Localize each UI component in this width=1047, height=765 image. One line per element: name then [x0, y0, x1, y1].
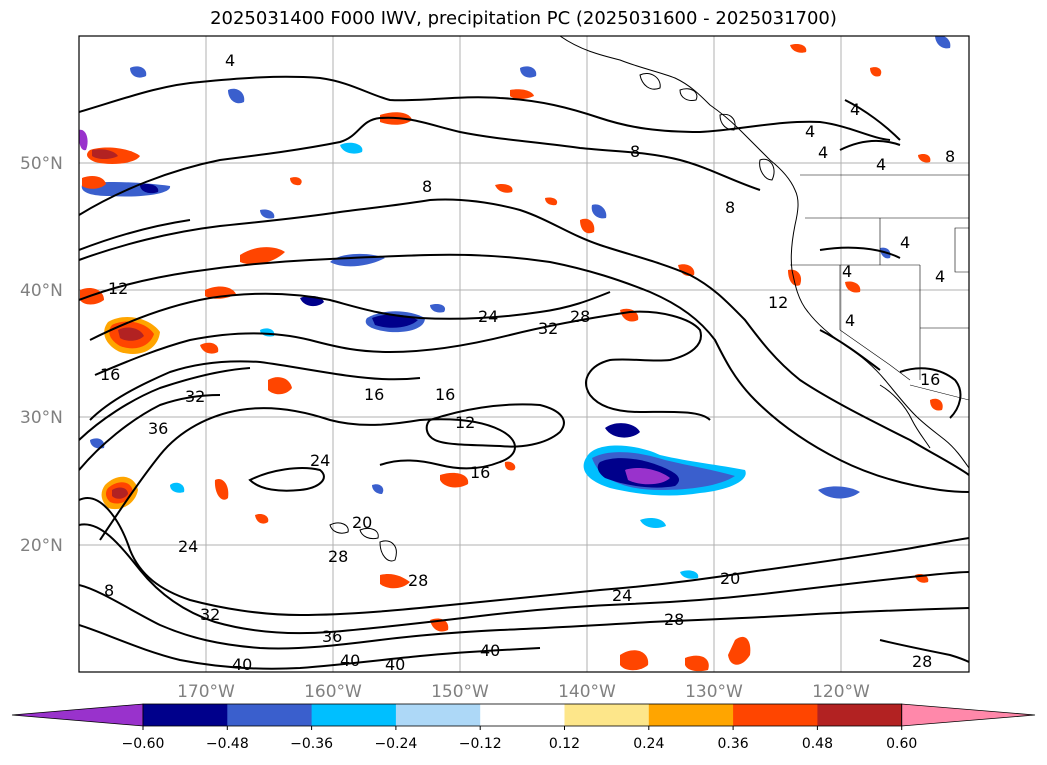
iwv-contours: [79, 75, 969, 670]
contour-label: 20: [352, 513, 372, 532]
contour-label: 16: [100, 365, 120, 384]
negative-anomaly-blob: [90, 36, 951, 579]
contour-label: 8: [630, 142, 640, 161]
lat-label: 20°N: [20, 536, 63, 556]
negative-anomaly-blob: [79, 129, 88, 151]
contour-label: 32: [200, 605, 220, 624]
contour-label: 4: [805, 122, 815, 141]
map-frame: [78, 35, 970, 673]
contour-label: 4: [935, 267, 945, 286]
contour-label: 4: [845, 311, 855, 330]
contour-label: 8: [422, 177, 432, 196]
lat-label: 30°N: [20, 408, 63, 428]
colorbar-extend-max: [901, 703, 1036, 727]
positive-anomaly-blob: [101, 476, 138, 510]
colorbar-tick-label: −0.60: [122, 736, 165, 752]
contour-labels: 4 4 8 8 8 4 4 4 8 4 4 4 4 12 12 12 16 16…: [100, 51, 955, 674]
colorbar-tick-label: 0.60: [886, 736, 917, 752]
contour-label: 28: [664, 610, 684, 629]
contour-label: 8: [725, 198, 735, 217]
colorbar-tick-label: −0.48: [206, 736, 249, 752]
lon-label: 120°W: [812, 682, 870, 702]
colorbar-tick-label: 0.36: [718, 736, 749, 752]
longitude-labels: 170°W 160°W 150°W 140°W 130°W 120°W: [177, 682, 870, 702]
colorbar-tick-label: 0.24: [633, 736, 664, 752]
contour-label: 40: [232, 655, 252, 674]
colorbar-segment: [480, 704, 565, 726]
colorbar-segment: [311, 704, 397, 726]
contour-label: 36: [322, 627, 342, 646]
contour-label: 16: [364, 385, 384, 404]
contour-label: 24: [612, 586, 632, 605]
lon-label: 170°W: [177, 682, 235, 702]
positive-anomaly-blob: [80, 43, 943, 672]
lon-label: 160°W: [304, 682, 362, 702]
contour-label: 4: [225, 51, 235, 70]
lat-label: 50°N: [20, 154, 63, 174]
colorbar-segment: [648, 704, 734, 726]
lon-label: 150°W: [431, 682, 489, 702]
lon-label: 130°W: [685, 682, 743, 702]
contour-label: 12: [455, 413, 475, 432]
contour-label: 28: [328, 547, 348, 566]
colorbar-extend-min: [11, 703, 144, 727]
colorbar: −0.60 −0.48 −0.36 −0.24 −0.12 0.12 0.24 0.36 0.4…: [11, 703, 1036, 752]
contour-label: 28: [570, 307, 590, 326]
graticule: [79, 36, 969, 672]
contour-label: 12: [108, 279, 128, 298]
contour-label: 8: [104, 581, 114, 600]
colorbar-segment: [395, 704, 481, 726]
contour-label: 4: [850, 100, 860, 119]
precip-shading: [79, 36, 951, 672]
political-borders: [790, 174, 969, 401]
colorbar-tick-label: 0.48: [802, 736, 833, 752]
contour-label: 8: [945, 147, 955, 166]
colorbar-tick-label: −0.12: [459, 736, 502, 752]
colorbar-tick-label: −0.36: [290, 736, 333, 752]
contour-label: 28: [408, 571, 428, 590]
negative-anomaly-blob: [583, 423, 746, 496]
contour-label: 40: [480, 641, 500, 660]
contour-label: 24: [478, 307, 498, 326]
contour-label: 16: [920, 370, 940, 389]
lon-label: 140°W: [558, 682, 616, 702]
positive-anomaly-blob: [82, 147, 140, 189]
contour-label: 40: [385, 655, 405, 674]
colorbar-tick-label: 0.12: [549, 736, 580, 752]
colorbar-segment: [564, 704, 650, 726]
map-background: [79, 36, 969, 672]
contour-label: 16: [435, 385, 455, 404]
positive-anomaly-blob: [104, 317, 160, 354]
colorbar-segment: [817, 704, 903, 726]
contour-label: 12: [768, 293, 788, 312]
contour-label: 4: [900, 233, 910, 252]
colorbar-segment: [227, 704, 313, 726]
colorbar-segment: [143, 704, 228, 726]
colorbar-frame: [142, 703, 903, 727]
colorbar-tick-label: −0.24: [374, 736, 417, 752]
contour-label: 4: [876, 155, 886, 174]
contour-label: 24: [310, 451, 330, 470]
contour-label: 40: [340, 651, 360, 670]
contour-label: 4: [842, 262, 852, 281]
contour-label: 16: [470, 463, 490, 482]
coastline: [329, 36, 969, 562]
contour-label: 32: [538, 319, 558, 338]
contour-label: 32: [185, 387, 205, 406]
lat-label: 40°N: [20, 281, 63, 301]
map-title: 2025031400 F000 IWV, precipitation PC (2…: [210, 8, 837, 29]
colorbar-segment: [733, 704, 818, 726]
contour-label: 4: [818, 143, 828, 162]
contour-label: 24: [178, 537, 198, 556]
contour-label: 28: [912, 652, 932, 671]
contour-label: 20: [720, 569, 740, 588]
contour-label: 36: [148, 419, 168, 438]
latitude-labels: 50°N 40°N 30°N 20°N: [20, 154, 63, 556]
